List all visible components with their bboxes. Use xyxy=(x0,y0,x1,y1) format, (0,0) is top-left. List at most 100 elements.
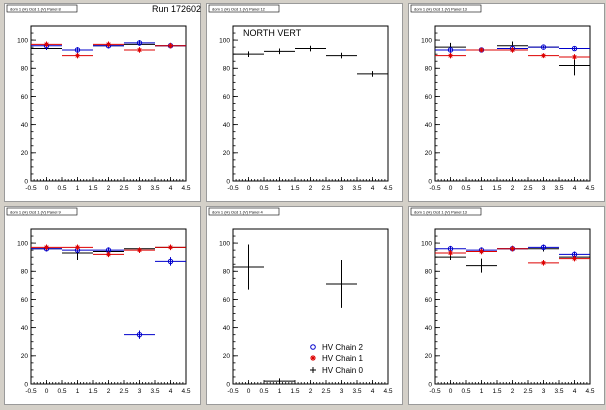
x-tick-label: 4 xyxy=(573,388,577,395)
y-tick-label: 40 xyxy=(21,122,29,129)
data-point xyxy=(31,244,62,251)
series-chain1 xyxy=(31,244,186,258)
series-chain1 xyxy=(435,245,590,266)
marker-star xyxy=(44,244,49,250)
data-point xyxy=(435,52,466,59)
x-tick-label: 2 xyxy=(309,388,313,395)
x-tick-label: 4.5 xyxy=(585,185,594,192)
series-chain1 xyxy=(31,41,186,59)
x-tick-label: 4 xyxy=(573,185,577,192)
y-tick-label: 100 xyxy=(219,37,230,44)
x-tick-label: -0.5 xyxy=(227,185,239,192)
data-point xyxy=(93,251,124,258)
x-tick-label: 1.5 xyxy=(88,388,97,395)
data-point xyxy=(62,47,93,53)
x-tick-label: 4.5 xyxy=(181,388,190,395)
x-tick-label: 3.5 xyxy=(554,388,563,395)
data-point xyxy=(124,40,155,46)
marker-star xyxy=(137,247,142,253)
y-tick-label: 60 xyxy=(223,94,231,101)
x-tick-label: 1 xyxy=(480,388,484,395)
x-tick-label: 1.5 xyxy=(88,185,97,192)
legend-marker-circle xyxy=(310,344,316,350)
x-tick-label: 1 xyxy=(278,388,282,395)
x-tick-label: 2.5 xyxy=(523,185,532,192)
x-tick-label: 4.5 xyxy=(383,185,392,192)
marker-star xyxy=(137,47,142,53)
pad-background xyxy=(206,206,403,405)
x-tick-label: 1 xyxy=(76,388,80,395)
data-point xyxy=(497,245,528,252)
x-tick-label: -0.5 xyxy=(429,388,441,395)
marker-star xyxy=(106,41,111,47)
x-tick-label: 0 xyxy=(45,185,49,192)
data-point xyxy=(528,53,559,59)
y-tick-label: 80 xyxy=(223,269,231,276)
x-tick-label: 0 xyxy=(247,388,251,395)
run-label: Run 172602 xyxy=(152,4,201,14)
x-tick-label: 3 xyxy=(340,185,344,192)
pad-title: dom 1 (H) Ocd 1 (V) Panel 12 xyxy=(212,7,266,12)
data-point xyxy=(466,248,497,255)
legend-entry-chain1: HV Chain 1 xyxy=(310,354,363,363)
plot-pad-3: dom 1 (H) Ocd 1 (V) Panel 13-0.5 0 0.5 1 1.5… xyxy=(408,3,605,202)
x-tick-label: 3 xyxy=(340,388,344,395)
y-tick-label: 100 xyxy=(17,37,28,44)
data-point xyxy=(466,47,497,53)
pad-background xyxy=(206,3,403,202)
x-tick-label: 1.5 xyxy=(290,185,299,192)
x-tick-label: 0.5 xyxy=(57,388,66,395)
marker-star xyxy=(168,244,173,250)
legend-label-chain0: HV Chain 0 xyxy=(322,366,363,375)
x-tick-label: 3.5 xyxy=(352,388,361,395)
pad-title: dom 1 (H) Ocd 1 (V) Panel 13 xyxy=(414,210,468,215)
x-tick-label: 0 xyxy=(449,388,453,395)
y-tick-label: 20 xyxy=(21,150,29,157)
marker-circle xyxy=(447,47,454,53)
y-tick-label: 0 xyxy=(428,381,432,388)
x-tick-label: 2.5 xyxy=(321,388,330,395)
data-point xyxy=(357,71,388,77)
legend-label-chain2: HV Chain 2 xyxy=(322,343,363,352)
y-tick-label: 100 xyxy=(421,240,432,247)
y-tick-label: 20 xyxy=(223,150,231,157)
marker-circle xyxy=(136,40,143,46)
x-tick-label: 2.5 xyxy=(119,388,128,395)
legend: HV Chain 2 HV Chain 1 HV Chain 0 xyxy=(310,343,363,375)
marker-star xyxy=(479,249,484,255)
x-tick-label: 4 xyxy=(371,185,375,192)
marker-star xyxy=(448,53,453,59)
x-tick-label: 2 xyxy=(309,185,313,192)
x-tick-label: 3 xyxy=(138,388,142,395)
x-tick-label: 2.5 xyxy=(119,185,128,192)
pad-title-box xyxy=(6,4,78,13)
legend-marker-cross xyxy=(310,367,316,373)
series-chain1 xyxy=(435,47,590,60)
x-tick-label: 0 xyxy=(449,185,453,192)
x-tick-label: -0.5 xyxy=(429,185,441,192)
y-tick-label: 20 xyxy=(223,353,231,360)
marker-star xyxy=(541,260,546,266)
x-tick-label: 3 xyxy=(542,185,546,192)
x-tick-label: 1 xyxy=(480,185,484,192)
x-tick-label: 0.5 xyxy=(259,185,268,192)
x-tick-label: 0.5 xyxy=(461,388,470,395)
pad-title-box xyxy=(6,207,78,216)
data-point xyxy=(559,54,590,60)
y-tick-label: 100 xyxy=(219,240,230,247)
y-tick-label: 40 xyxy=(223,325,231,332)
data-point xyxy=(124,47,155,53)
plot-pad-4: dom 1 (H) Ocd 1 (V) Panel 9-0.5 0 0.5 1 1.5 2… xyxy=(4,206,201,405)
data-point xyxy=(295,45,326,52)
x-tick-label: 4 xyxy=(169,388,173,395)
x-tick-label: 4 xyxy=(371,388,375,395)
data-point xyxy=(435,250,466,256)
y-tick-label: 20 xyxy=(425,353,433,360)
data-point xyxy=(93,41,124,48)
marker-star xyxy=(168,43,173,49)
pad-title: dom 1 (H) Ocd 1 (V) Panel 9 xyxy=(10,210,61,215)
x-tick-label: 1 xyxy=(278,185,282,192)
marker-star xyxy=(44,41,49,47)
y-tick-label: 0 xyxy=(226,381,230,388)
